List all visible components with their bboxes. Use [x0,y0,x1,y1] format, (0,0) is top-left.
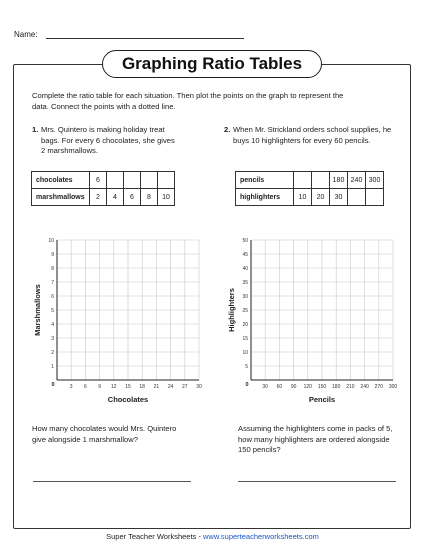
name-field[interactable] [46,38,244,39]
x-tick-label: 300 [389,384,398,390]
y-tick-label: 25 [242,308,248,314]
y-tick-label: 1 [51,364,54,370]
table-cell[interactable] [123,171,141,189]
footer: Super Teacher Worksheets - www.superteac… [0,532,425,541]
x-tick-label: 90 [291,384,297,390]
table-cell[interactable]: 6 [123,188,141,206]
origin-label: 0 [245,382,248,388]
table-cell[interactable]: 10 [293,188,312,206]
question-2: Assuming the highlighters come in packs … [238,424,393,454]
y-tick-label: 4 [51,322,54,328]
x-tick-label: 120 [304,384,313,390]
x-tick-label: 21 [154,384,160,390]
x-tick-label: 150 [318,384,327,390]
name-label: Name: [14,30,38,39]
y-tick-label: 50 [242,238,248,244]
x-axis-label: Chocolates [108,395,148,404]
table-cell[interactable]: 180 [329,171,348,189]
x-tick-label: 9 [98,384,101,390]
table-cell[interactable]: 30 [329,188,348,206]
table-row-label: highlighters [235,188,294,206]
problem-1-number: 1. [32,125,39,134]
y-tick-label: 35 [242,280,248,286]
y-axis-label: Highlighters [227,288,236,332]
answer-line-1[interactable] [33,481,191,482]
table-row: chocolates 6 [31,171,175,189]
table-cell[interactable]: 300 [365,171,384,189]
table-cell[interactable] [365,188,384,206]
y-tick-label: 10 [48,238,54,244]
y-tick-label: 3 [51,336,54,342]
table-cell[interactable]: 2 [89,188,107,206]
x-tick-label: 6 [84,384,87,390]
y-axis-label: Marshmallows [33,284,42,336]
table-cell[interactable]: 240 [347,171,366,189]
y-tick-label: 15 [242,336,248,342]
y-tick-label: 45 [242,252,248,258]
answer-line-2[interactable] [238,481,396,482]
x-tick-label: 180 [332,384,341,390]
table-cell[interactable]: 8 [140,188,158,206]
table-cell[interactable]: 4 [106,188,124,206]
table-row: pencils 180 240 300 [235,171,384,189]
y-tick-label: 6 [51,294,54,300]
table-cell[interactable]: 6 [89,171,107,189]
table-cell[interactable] [311,171,330,189]
x-tick-label: 12 [111,384,117,390]
x-tick-label: 60 [277,384,283,390]
x-axis-label: Pencils [309,395,335,404]
x-tick-label: 210 [346,384,355,390]
problem-2-number: 2. [224,125,231,134]
worksheet-title: Graphing Ratio Tables [102,50,322,78]
table-cell[interactable] [293,171,312,189]
graph-pencils-highlighters[interactable]: 5 10 15 20 25 30 35 40 45 50 30 60 90 120 150 180 210 240… [224,232,414,407]
y-tick-label: 10 [242,350,248,356]
origin-label: 0 [51,382,54,388]
x-tick-label: 27 [182,384,188,390]
y-tick-label: 9 [51,252,54,258]
y-tick-label: 20 [242,322,248,328]
problem-1-text: Mrs. Quintero is making holiday treat ba… [41,125,175,155]
table-cell[interactable] [106,171,124,189]
ratio-table-2: pencils 180 240 300 highlighters 10 20 3… [235,171,384,206]
instructions: Complete the ratio table for each situat… [32,91,344,111]
y-tick-label: 2 [51,350,54,356]
y-tick-label: 7 [51,280,54,286]
y-tick-label: 8 [51,266,54,272]
y-tick-label: 30 [242,294,248,300]
table-row: marshmallows 2 4 6 8 10 [31,188,175,206]
x-tick-label: 24 [168,384,174,390]
ratio-table-1: chocolates 6 marshmallows 2 4 6 8 10 [31,171,175,206]
problem-2-text: When Mr. Strickland orders school suppli… [233,125,392,145]
x-tick-label: 240 [360,384,369,390]
x-tick-label: 30 [262,384,268,390]
footer-brand: Super Teacher Worksheets [106,532,197,541]
x-tick-label: 30 [196,384,202,390]
table-row: highlighters 10 20 30 [235,188,384,206]
problem-1: 1. Mrs. Quintero is making holiday treat… [32,125,207,161]
x-tick-label: 3 [70,384,73,390]
table-cell[interactable]: 10 [157,188,175,206]
footer-link[interactable]: www.superteacherworksheets.com [202,532,319,541]
question-1: How many chocolates would Mrs. Quintero … [32,424,177,444]
table-row-label: pencils [235,171,294,189]
table-row-label: marshmallows [31,188,90,206]
y-tick-label: 5 [51,308,54,314]
x-tick-label: 270 [375,384,384,390]
table-cell[interactable] [347,188,366,206]
x-tick-label: 18 [139,384,145,390]
x-tick-label: 15 [125,384,131,390]
y-tick-label: 5 [245,364,248,370]
table-row-label: chocolates [31,171,90,189]
table-cell[interactable] [157,171,175,189]
footer-separator: - [196,532,203,541]
table-cell[interactable] [140,171,158,189]
y-tick-label: 40 [242,266,248,272]
table-cell[interactable]: 20 [311,188,330,206]
problem-2: 2. When Mr. Strickland orders school sup… [224,125,399,161]
